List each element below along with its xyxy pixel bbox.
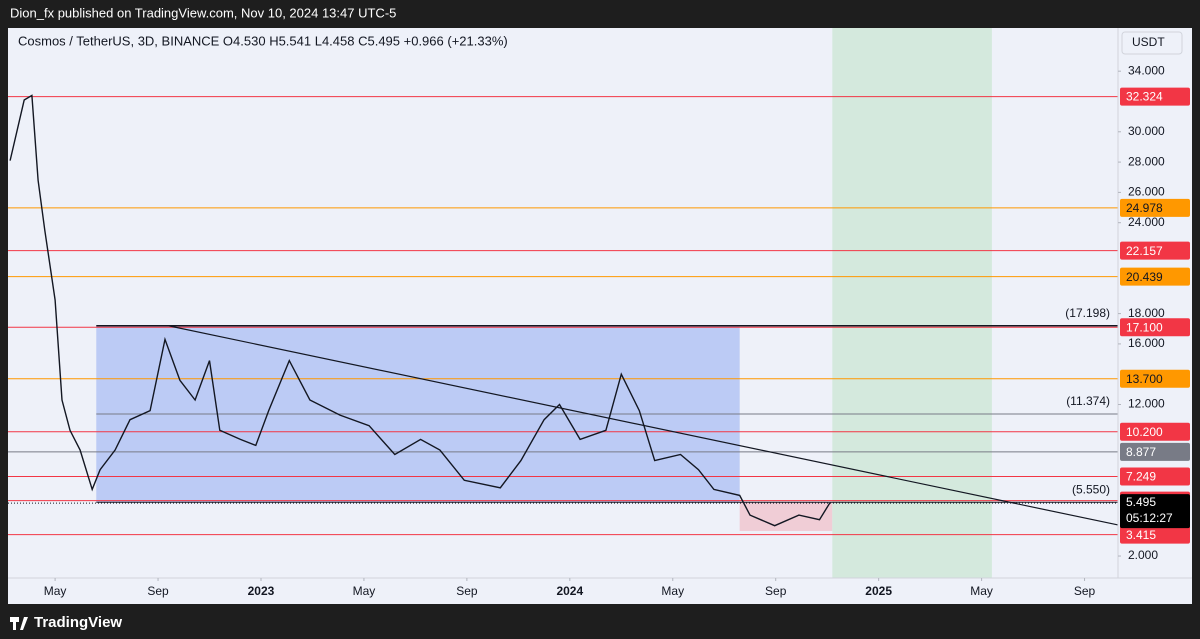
y-tick-label: 34.000 <box>1128 63 1165 77</box>
y-tick-label: 18.000 <box>1128 306 1165 320</box>
level-label-bg <box>1120 241 1190 260</box>
x-tick-label: May <box>970 584 993 598</box>
y-tick-label: 16.000 <box>1128 336 1165 350</box>
level-label-bg <box>1120 525 1190 544</box>
level-label: 8.877 <box>1126 445 1156 459</box>
y-tick-label: 24.000 <box>1128 215 1165 229</box>
x-tick-label: Sep <box>147 584 169 598</box>
level-label: 17.100 <box>1126 320 1163 334</box>
price-line <box>9 94 831 527</box>
y-tick-label: 30.000 <box>1128 124 1165 138</box>
plot: (17.198) (11.374) (5.550) <box>8 28 1119 578</box>
zone <box>832 28 992 578</box>
level-label-bg <box>1120 369 1190 388</box>
annotation-label: (11.374) <box>1066 394 1110 408</box>
x-tick-label: 2024 <box>556 584 583 598</box>
level-label-bg <box>1120 318 1190 337</box>
currency-box[interactable] <box>1121 31 1183 55</box>
level-label-bg <box>1120 267 1190 286</box>
chart-area <box>8 28 1192 604</box>
x-tick-label: 2023 <box>248 584 275 598</box>
chart-title: Cosmos / TetherUS, 3D, BINANCE O4.530 H5… <box>18 33 508 48</box>
annotation-label: (5.550) <box>1072 482 1110 496</box>
level-label: 22.157 <box>1126 244 1163 258</box>
x-tick-label: May <box>661 584 684 598</box>
brand: TradingView <box>34 614 122 631</box>
level-label: 3.415 <box>1126 528 1156 542</box>
axes: 2.000 12.000 16.000 18.000 24.000 26.000 28.00… <box>44 63 1190 598</box>
x-tick-label: Sep <box>456 584 478 598</box>
last-price-bg <box>1120 494 1190 529</box>
level-label-bg <box>1120 87 1190 106</box>
level-label-bg <box>1120 442 1190 461</box>
y-tick-label: 2.000 <box>1128 548 1158 562</box>
y-tick-label: 26.000 <box>1128 185 1165 199</box>
annotation-label: (17.198) <box>1065 306 1110 320</box>
level-label: 7.249 <box>1126 470 1156 484</box>
x-tick-label: May <box>44 584 67 598</box>
level-label-bg <box>1120 467 1190 486</box>
level-label: 24.978 <box>1126 201 1163 215</box>
x-tick-label: May <box>353 584 376 598</box>
level-label-bg <box>1120 422 1190 441</box>
countdown-label: 05:12:27 <box>1126 511 1173 525</box>
currency: USDT <box>1132 35 1165 49</box>
x-tick-label: Sep <box>1074 584 1096 598</box>
x-tick-label: 2025 <box>865 584 892 598</box>
level-label-bg <box>1120 198 1190 217</box>
publisher: Dion_fx published on TradingView.com, No… <box>10 5 396 20</box>
x-tick-label: Sep <box>765 584 787 598</box>
y-tick-label: 12.000 <box>1128 397 1165 411</box>
level-label: 20.439 <box>1126 270 1163 284</box>
y-tick-label: 28.000 <box>1128 154 1165 168</box>
last-price-label: 5.495 <box>1126 495 1156 509</box>
level-label: 10.200 <box>1126 425 1163 439</box>
brand-logo <box>10 617 28 630</box>
level-label: 32.324 <box>1126 90 1163 104</box>
level-label: 13.700 <box>1126 372 1163 386</box>
